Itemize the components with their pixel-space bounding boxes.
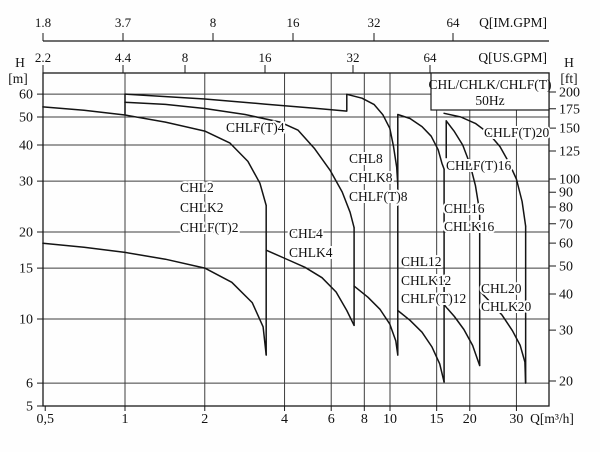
curve-label: CHLF(T)16 (446, 158, 511, 173)
axis-bottom-tick-label: 6 (328, 412, 335, 427)
axis-right-tick-label: 20 (559, 375, 573, 390)
curve-label: CHLK2 (180, 200, 224, 215)
axis-us-title: Q[US.GPM] (478, 50, 547, 65)
plot-border (42, 72, 550, 407)
axis-im-tick-label: 32 (368, 15, 381, 30)
axis-us-tick-label: 4.4 (115, 50, 132, 65)
axis-im-tick-label: 8 (210, 15, 217, 30)
curve-label: CHL12 (401, 254, 442, 269)
axis-right-tick-label: 70 (559, 217, 573, 232)
axis-left-tick-label: 6 (26, 377, 33, 392)
axis-left-tick-label: 5 (26, 399, 33, 414)
axis-right-tick-label: 125 (559, 144, 580, 159)
axis-right-tick-label: 90 (559, 186, 573, 201)
axis-us-tick-label: 64 (424, 50, 438, 65)
axis-bottom-tick-label: 4 (281, 412, 288, 427)
axis-right-tick-label: 150 (559, 122, 580, 137)
family-chl4-bottom-curve (265, 249, 355, 327)
curve-label: CHLK12 (401, 273, 451, 288)
axis-im-title: Q[IM.GPM] (479, 15, 547, 30)
curve-label: CHLF(T)8 (349, 189, 408, 204)
axis-us-tick-label: 16 (259, 50, 273, 65)
axis-left-tick-label: 15 (19, 262, 33, 277)
axis-right-tick-label: 30 (559, 324, 573, 339)
axis-bottom-tick-label: 20 (463, 412, 477, 427)
axis-left-tick-label: 60 (19, 88, 33, 103)
axis-right-tick-label: 40 (559, 288, 573, 303)
axis-right-tick-label: 50 (559, 259, 573, 274)
curve-label: CHL4 (289, 226, 323, 241)
family-chl20-top-curve (443, 112, 527, 227)
family-chl20-bottom-curve (478, 290, 527, 384)
axis-left-unit-h: H (15, 55, 25, 70)
axis-bottom-tick-label: 8 (361, 412, 368, 427)
axis-right-tick-label: 60 (559, 237, 573, 252)
curve-label: CHL20 (481, 281, 522, 296)
axis-right-unit-h: H (564, 55, 574, 70)
curve-label: CHL8 (349, 151, 383, 166)
axis-left-tick-label: 40 (19, 139, 33, 154)
curve-label: CHLF(T)12 (401, 291, 466, 306)
axis-bottom-tick-label: 10 (383, 412, 397, 427)
axis-us-tick-label: 32 (347, 50, 360, 65)
axis-us-tick-label: 8 (182, 50, 189, 65)
curve-label: CHLK16 (444, 219, 494, 234)
axis-right-tick-label: 100 (559, 173, 580, 188)
axis-im-tick-label: 3.7 (115, 15, 132, 30)
family-chl12-bottom-curve (397, 309, 445, 383)
family-chl2-top-curve (42, 106, 267, 207)
axis-left-tick-label: 50 (19, 110, 33, 125)
curve-label: CHL2 (180, 180, 214, 195)
axis-bottom-tick-label: 15 (430, 412, 444, 427)
family-chl8-approach-curve (124, 93, 348, 112)
chart-title-line2: 50Hz (475, 93, 504, 108)
family-chl16-top-curve (445, 120, 481, 213)
family-chl8-top-curve (346, 93, 399, 186)
curve-label: CHLF(T)4 (226, 120, 285, 135)
family-chl16-bottom-curve (443, 304, 481, 367)
axis-left-tick-label: 30 (19, 175, 33, 190)
axis-right-tick-label: 200 (559, 86, 580, 101)
axis-left-unit-m: [m] (8, 71, 28, 86)
axis-left-tick-label: 10 (19, 313, 33, 328)
axis-im-tick-label: 64 (447, 15, 461, 30)
axis-im-tick-label: 16 (287, 15, 301, 30)
curve-label: CHL16 (444, 201, 485, 216)
family-chl12-top-curve (397, 113, 445, 170)
curve-label: CHLK4 (289, 245, 333, 260)
chart-title-line1: CHL/CHLK/CHLF(T) (429, 77, 552, 92)
axis-im-tick-label: 1.8 (35, 15, 51, 30)
axis-us-tick-label: 2.2 (35, 50, 51, 65)
axis-right-tick-label: 80 (559, 201, 573, 216)
axis-bottom-tick-label: 30 (509, 412, 523, 427)
curve-label: CHLK20 (481, 299, 531, 314)
axis-right-unit-ft: [ft] (560, 71, 577, 86)
curve-label: CHLF(T)20 (484, 125, 549, 140)
curve-label: CHLF(T)2 (180, 220, 239, 235)
axis-right-tick-label: 175 (559, 102, 580, 117)
axis-bottom-tick-label: 1 (122, 412, 129, 427)
family-chl4-top-curve (124, 101, 355, 229)
title-box (430, 72, 550, 111)
axis-bottom-tick-label: 0,5 (36, 412, 54, 427)
family-chl8-bottom-curve (353, 285, 399, 356)
family-chl2-bottom-curve (42, 242, 267, 356)
axis-bottom-tick-label: 2 (201, 412, 208, 427)
axis-bottom-title: Q[m³/h] (530, 411, 574, 426)
axis-left-tick-label: 20 (19, 226, 33, 241)
curve-label: CHLK8 (349, 170, 393, 185)
